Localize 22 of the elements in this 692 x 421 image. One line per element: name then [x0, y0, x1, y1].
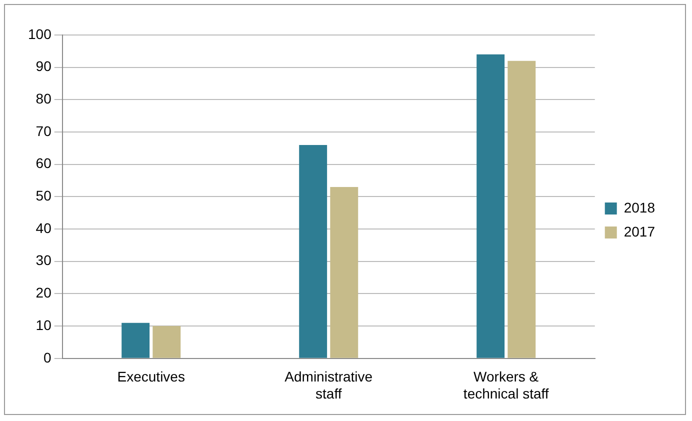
y-tick-label: 60 [36, 155, 52, 172]
y-tick-label: 80 [36, 90, 52, 107]
y-tick-label: 10 [36, 316, 52, 333]
legend-label: 2017 [624, 223, 656, 240]
y-tick-label: 20 [36, 284, 52, 301]
bar [330, 187, 358, 358]
bar [122, 322, 150, 358]
x-tick-label: Administrative staff [284, 368, 373, 402]
x-tick-label: Executives [117, 368, 185, 385]
bar [476, 54, 505, 358]
y-tick-label: 100 [28, 26, 52, 42]
bar [152, 326, 181, 358]
y-tick-label: 90 [36, 58, 52, 74]
bar [299, 144, 328, 358]
x-tick-label: Workers & technical staff [463, 368, 549, 402]
y-tick-label: 70 [36, 122, 52, 139]
y-tick-label: 50 [36, 188, 52, 204]
y-tick-label: 30 [36, 252, 52, 268]
y-tick-label: 40 [36, 220, 52, 236]
legend-label: 2018 [624, 199, 656, 216]
bar [508, 60, 536, 358]
y-tick-label: 0 [44, 349, 52, 366]
